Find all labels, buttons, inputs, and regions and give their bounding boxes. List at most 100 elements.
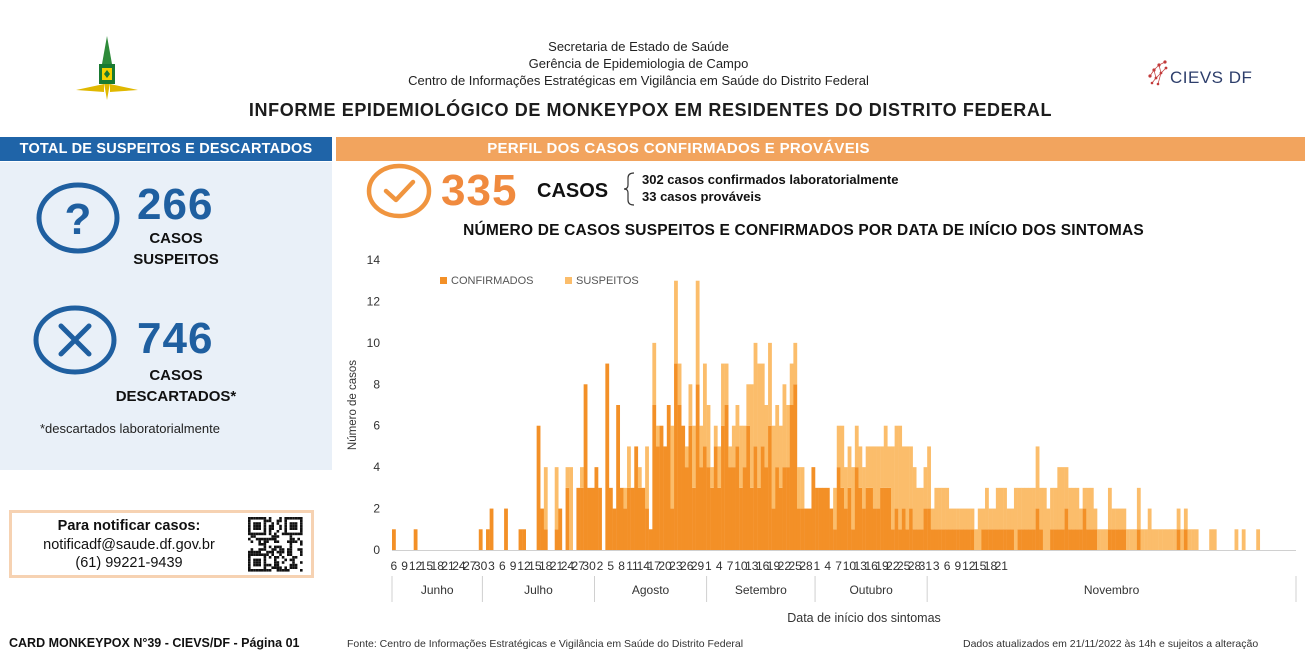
bar-suspected [1183, 508, 1188, 530]
bar-suspected [1068, 487, 1073, 530]
bar-suspected [1129, 529, 1134, 550]
x-tick-label: 18 [984, 559, 998, 573]
x-tick-label: 15 [973, 559, 987, 573]
right-panel-heading: PERFIL DOS CASOS CONFIRMADOS E PROVÁVEIS [336, 137, 1305, 161]
header: Secretaria de Estado de Saúde Gerência d… [0, 0, 1305, 130]
qr-code-icon[interactable] [242, 517, 308, 573]
bar-confirmed [594, 467, 599, 550]
bar-confirmed [876, 508, 881, 550]
bar-confirmed [887, 487, 892, 550]
bar-confirmed [749, 487, 754, 550]
bar-confirmed [536, 425, 541, 550]
y-tick-label: 8 [373, 377, 380, 391]
x-tick-label: 23 [669, 559, 683, 573]
bar-suspected [1028, 487, 1033, 530]
bar-confirmed [796, 508, 801, 550]
bar-confirmed [648, 529, 653, 550]
agency-block: Secretaria de Estado de Saúde Gerência d… [0, 38, 1305, 89]
left-panel-heading: TOTAL DE SUSPEITOS E DESCARTADOS [0, 137, 332, 161]
bar-suspected [1191, 529, 1195, 550]
bar-suspected [1212, 529, 1217, 550]
svg-text:?: ? [65, 195, 92, 244]
bar-suspected [1075, 487, 1080, 530]
bar-confirmed [948, 529, 953, 550]
bar-confirmed [880, 487, 884, 550]
x-tick-label: 27 [572, 559, 586, 573]
notify-phone[interactable]: (61) 99221-9439 [75, 555, 183, 571]
bar-confirmed [901, 508, 906, 550]
notify-title: Para notificar casos: [57, 518, 201, 534]
bar-confirmed [645, 508, 649, 550]
bar-suspected [724, 363, 729, 405]
bar-confirmed [735, 446, 740, 550]
bar-confirmed [619, 487, 624, 550]
bar-suspected [739, 425, 743, 488]
bar-confirmed [746, 425, 751, 550]
bar-suspected [995, 487, 1000, 530]
bar-suspected [894, 425, 899, 509]
bar-suspected [688, 384, 693, 426]
bar-confirmed [1075, 529, 1080, 550]
total-cases-label: CASOS [537, 180, 609, 202]
bar-confirmed [659, 425, 664, 550]
bar-suspected [891, 446, 895, 530]
bar-suspected [1013, 487, 1018, 550]
bar-confirmed [565, 487, 570, 550]
bar-confirmed [663, 446, 668, 550]
bar-confirmed [970, 529, 975, 550]
bar-confirmed [851, 529, 856, 550]
bar-suspected [1042, 487, 1047, 550]
bar-confirmed [717, 487, 722, 550]
y-tick-label: 6 [373, 419, 380, 433]
bar-suspected [1180, 529, 1185, 550]
bar-suspected [1162, 529, 1167, 550]
bar-suspected [840, 425, 845, 488]
bar-suspected [844, 467, 848, 509]
bar-confirmed [963, 529, 968, 550]
total-cases-value: 335 [441, 166, 518, 215]
bar-confirmed [652, 405, 657, 550]
bar-confirmed [999, 529, 1004, 550]
bar-confirmed [1107, 529, 1112, 550]
bar-confirmed [753, 446, 758, 550]
bar-suspected [1046, 508, 1051, 550]
bar-confirmed [938, 529, 942, 550]
bar-confirmed [923, 508, 928, 550]
x-tick-label: 31 [919, 559, 933, 573]
bar-suspected [652, 342, 657, 405]
bar-suspected [1115, 508, 1120, 530]
x-tick-label: 15 [528, 559, 542, 573]
x-tick-label: 25 [789, 559, 803, 573]
bar-suspected [800, 467, 805, 509]
x-tick-label: 13 [745, 559, 759, 573]
x-tick-label: 9 [510, 559, 517, 573]
legend-swatch-suspected [565, 277, 572, 284]
bar-confirmed [1122, 529, 1127, 550]
bar-suspected [1089, 487, 1094, 530]
bar-suspected [637, 467, 642, 488]
bar-confirmed [641, 487, 646, 550]
x-tick-label: 21 [550, 559, 564, 573]
x-tick-label: 29 [691, 559, 705, 573]
confirmed-detail: 302 casos confirmados laboratorialmente [642, 172, 899, 187]
bar-confirmed [634, 446, 639, 550]
bar-suspected [768, 342, 772, 426]
x-tick-label: 2 [597, 559, 604, 573]
bar-confirmed [1006, 529, 1011, 550]
bar-suspected [782, 384, 787, 468]
bar-suspected [999, 487, 1004, 530]
bar-confirmed [1024, 529, 1029, 550]
suspects-value: 266 [137, 180, 214, 229]
bar-confirmed [840, 487, 845, 550]
x-tick-label: 24 [452, 559, 466, 573]
y-tick-label: 10 [367, 336, 381, 350]
notify-email[interactable]: notificadf@saude.df.gov.br [43, 536, 215, 553]
x-tick-label: 1 [814, 559, 821, 573]
bar-confirmed [847, 487, 852, 550]
footer-source: Fonte: Centro de Informações Estratégica… [347, 638, 744, 650]
bar-confirmed [869, 487, 874, 550]
bar-confirmed [836, 467, 841, 550]
x-tick-label: 22 [778, 559, 792, 573]
bar-suspected [851, 467, 856, 530]
bar-confirmed [695, 384, 700, 550]
